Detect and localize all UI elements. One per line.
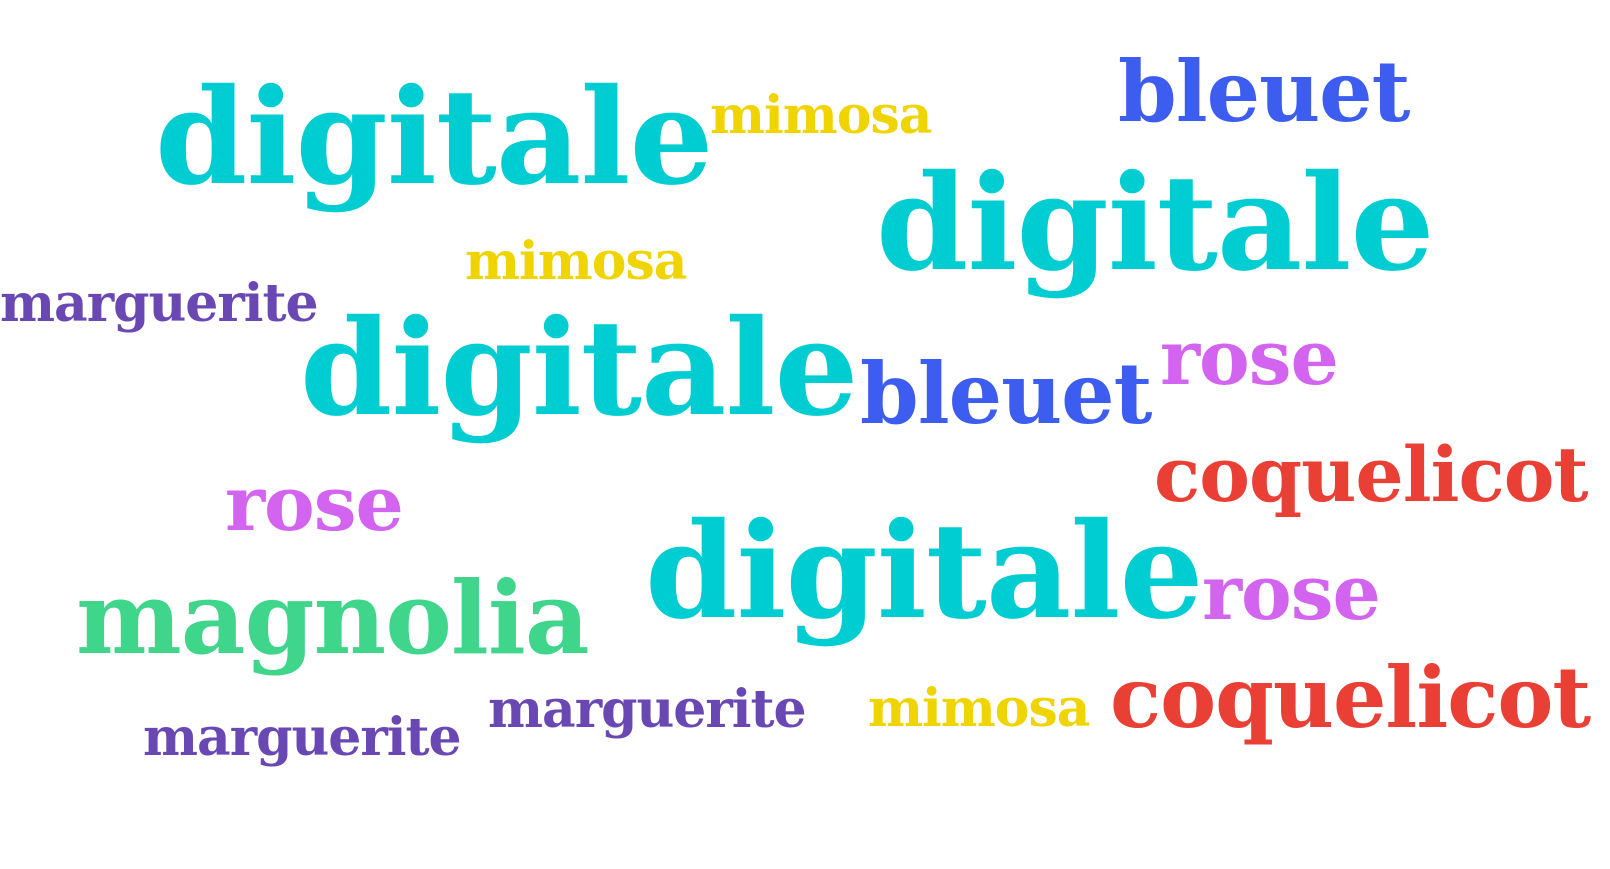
word-digitale: digitale — [300, 291, 859, 446]
word-mimosa: mimosa — [465, 231, 687, 292]
word-mimosa: mimosa — [868, 678, 1090, 739]
word-digitale: digitale — [645, 494, 1204, 649]
word-marguerite: marguerite — [488, 679, 807, 740]
word-bleuet: bleuet — [1118, 42, 1410, 141]
word-rose: rose — [225, 459, 404, 548]
word-marguerite: marguerite — [0, 273, 319, 334]
word-coquelicot: coquelicot — [1154, 430, 1589, 519]
word-bleuet: bleuet — [860, 344, 1152, 443]
word-rose: rose — [1160, 313, 1339, 402]
word-coquelicot: coquelicot — [1110, 648, 1591, 747]
word-marguerite: marguerite — [143, 707, 462, 768]
word-digitale: digitale — [876, 146, 1435, 301]
word-mimosa: mimosa — [710, 85, 932, 146]
word-rose: rose — [1202, 548, 1381, 637]
word-digitale: digitale — [155, 60, 714, 215]
word-magnolia: magnolia — [76, 559, 590, 677]
